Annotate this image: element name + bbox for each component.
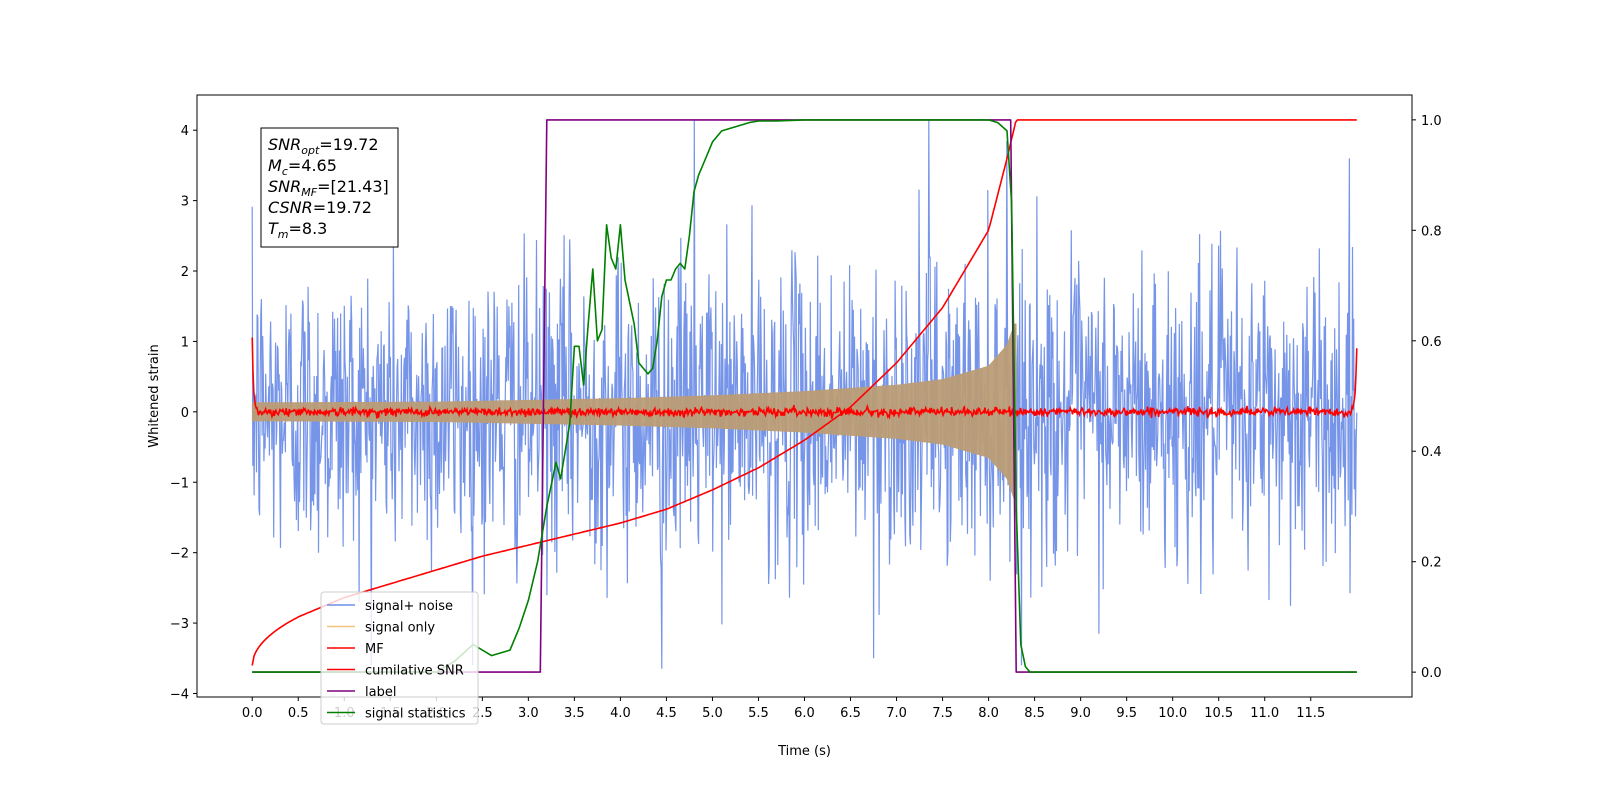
annotation-csnr: CSNR=19.72	[268, 198, 372, 217]
y-right-tick-label: 0.8	[1421, 224, 1442, 239]
x-tick-label: 5.5	[748, 706, 769, 721]
x-tick-label: 6.0	[794, 706, 815, 721]
x-tick-label: 0.0	[242, 706, 263, 721]
plot-series-group	[251, 119, 1358, 673]
y-right-tick-label: 0.4	[1421, 445, 1442, 460]
legend-item-label: signal only	[365, 621, 435, 636]
x-tick-label: 4.5	[656, 706, 677, 721]
x-tick-label: 5.0	[702, 706, 723, 721]
x-axis-label: Time (s)	[777, 744, 831, 759]
annotation-tm-sub: m	[278, 228, 289, 241]
y-tick-label: 4	[181, 124, 189, 139]
annotation-box: SNRopt=19.72 Mc=4.65 SNRMF=[21.43] CSNR=…	[260, 127, 399, 248]
annotation-mc-value: =4.65	[288, 156, 337, 175]
y-right-tick-label: 1.0	[1421, 114, 1442, 129]
annotation-tm-name: T	[268, 219, 279, 238]
annotation-snr-mf-value: =[21.43]	[317, 177, 389, 196]
legend: signal+ noise signal only MF cumilative SNR…	[320, 591, 479, 725]
annotation-csnr-name: CSNR	[268, 198, 313, 217]
y-tick-label: −3	[170, 617, 189, 632]
plot-area	[251, 119, 1358, 673]
x-tick-label: 6.5	[840, 706, 861, 721]
series-cumulative-snr-line	[251, 119, 1357, 666]
annotation-csnr-value: =19.72	[313, 198, 372, 217]
x-tick-label: 11.5	[1296, 706, 1325, 721]
x-tick-label: 7.0	[886, 706, 907, 721]
y-tick-label: 3	[181, 195, 189, 210]
annotation-snr-mf-sub: MF	[301, 186, 317, 199]
x-tick-label: 4.0	[610, 706, 631, 721]
annotation-mc-sub: c	[282, 165, 288, 178]
x-tick-label: 7.5	[932, 706, 953, 721]
y-right-tick-label: 0.6	[1421, 335, 1442, 350]
legend-item-label: cumilative SNR	[365, 664, 464, 679]
series-signal-statistics-line	[252, 119, 1357, 673]
annotation-snr-opt-value: =19.72	[319, 135, 378, 154]
annotation-snr-mf: SNRMF=[21.43]	[268, 177, 389, 199]
legend-item-label: signal statistics	[365, 707, 466, 722]
y-tick-label: −2	[170, 547, 189, 562]
x-tick-label: 9.5	[1116, 706, 1137, 721]
x-tick-label: 9.0	[1070, 706, 1091, 721]
annotation-snr-opt-name: SNR	[268, 135, 301, 154]
x-tick-label: 3.5	[564, 706, 585, 721]
x-tick-label: 8.5	[1024, 706, 1045, 721]
x-tick-label: 3.0	[518, 706, 539, 721]
annotation-mc-name: M	[268, 156, 282, 175]
x-tick-label: 10.0	[1158, 706, 1187, 721]
annotation-snr-opt-sub: opt	[301, 144, 320, 157]
legend-frame	[320, 591, 479, 725]
series-mf-line	[251, 337, 1358, 420]
annotation-snr-mf-name: SNR	[268, 177, 301, 196]
annotation-tm-value: =8.3	[289, 219, 328, 238]
x-tick-label: 8.0	[978, 706, 999, 721]
y-tick-label: −1	[170, 476, 189, 491]
legend-item-label: signal+ noise	[365, 599, 453, 614]
y-tick-label: −4	[170, 687, 189, 702]
y-tick-label: 1	[181, 335, 189, 350]
y-tick-label: 0	[181, 406, 189, 421]
x-tick-label: 11.0	[1250, 706, 1279, 721]
y-axis-label: Whitened strain	[147, 344, 162, 447]
annotation-snr-opt: SNRopt=19.72	[268, 135, 379, 157]
y-right-tick-label: 0.0	[1421, 666, 1442, 681]
series-signal-noise-line	[251, 119, 1358, 669]
x-tick-label: 10.5	[1204, 706, 1233, 721]
legend-item-label: MF	[365, 642, 384, 657]
annotation-mc: Mc=4.65	[268, 156, 337, 178]
annotation-tm: Tm=8.3	[268, 219, 327, 241]
y-right-tick-label: 0.2	[1421, 556, 1442, 571]
y-tick-label: 2	[181, 265, 189, 280]
x-tick-label: 0.5	[288, 706, 309, 721]
legend-item-label: label	[365, 685, 396, 700]
